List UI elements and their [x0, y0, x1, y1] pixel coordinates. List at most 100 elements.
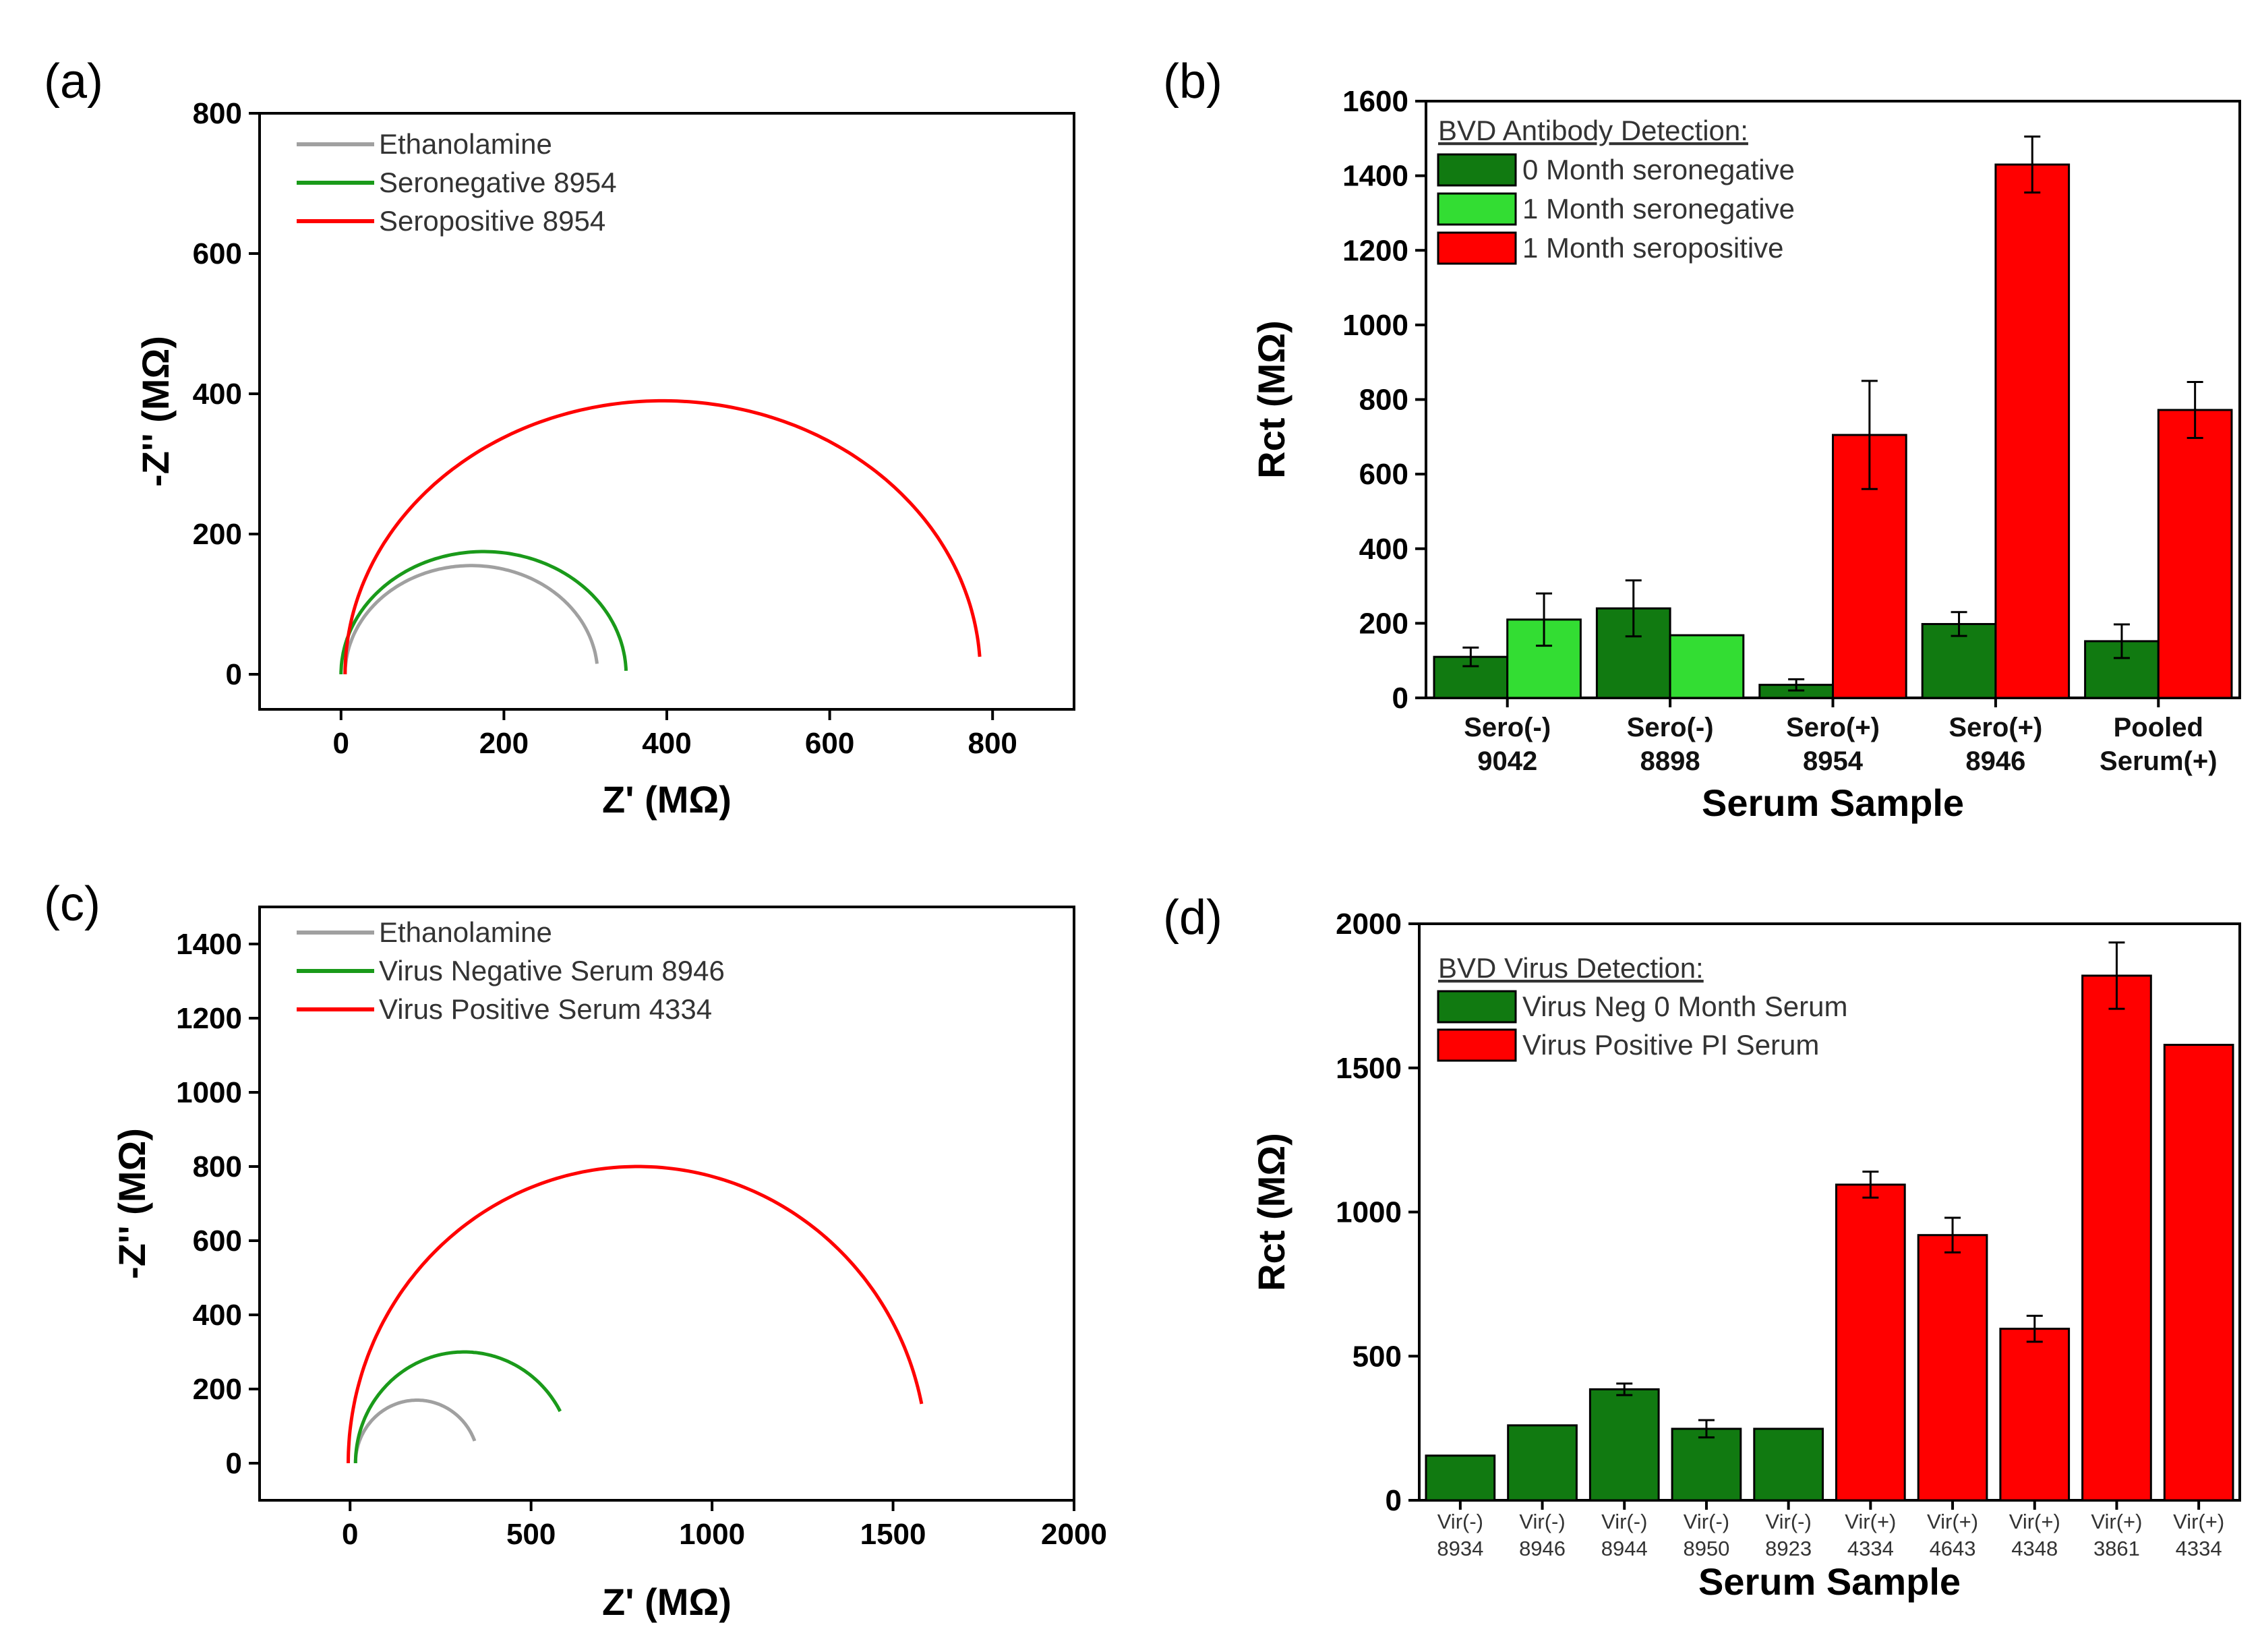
a-series-line-2: [339, 550, 628, 674]
c-series-line-2: [353, 1350, 562, 1463]
b-category-label: Serum(+): [2100, 746, 2218, 776]
d-bar-10: [2163, 1044, 2234, 1502]
c-y-axis-title: -Z'' (MΩ): [111, 1128, 153, 1279]
c-x-axis-title: Z' (MΩ): [602, 1581, 732, 1623]
d-bar-8: [1999, 1328, 2071, 1502]
a-x-axis-title: Z' (MΩ): [602, 778, 732, 821]
d-category-label: Vir(+): [1927, 1510, 1978, 1533]
b-legend-title: BVD Antibody Detection:: [1438, 115, 1748, 146]
c-y-tick-label: 0: [226, 1447, 242, 1480]
d-category-label: Vir(+): [2009, 1510, 2060, 1533]
b-y-tick-label: 0: [1392, 682, 1408, 715]
a-legend-label-2: Seronegative 8954: [379, 167, 617, 198]
panel-label-a: (a): [44, 55, 103, 109]
a-x-tick-label: 800: [968, 727, 1017, 760]
d-category-label: Vir(-): [1519, 1510, 1565, 1533]
b-y-tick-label: 800: [1359, 384, 1408, 417]
b-y-axis-title: Rct (MΩ): [1250, 320, 1292, 479]
b-category-label: 9042: [1477, 746, 1537, 776]
c-plot-frame: [258, 906, 1075, 1502]
d-category-label: Vir(-): [1437, 1510, 1483, 1533]
a-plot-frame: [258, 112, 1075, 711]
d-category-label: Vir(+): [2091, 1510, 2142, 1533]
b-legend-swatch-3: [1437, 231, 1517, 265]
a-legend-label-1: Ethanolamine: [379, 128, 552, 160]
c-y-tick-label: 1200: [176, 1002, 242, 1035]
d-y-tick-label: 0: [1386, 1484, 1402, 1517]
c-x-tick-label: 2000: [1041, 1518, 1107, 1551]
panel-a: (a) 0 200 400 600 800 0 200 400 600 800 Z' (MΩ) -Z''…: [44, 55, 1075, 821]
b-category-label: Pooled: [2114, 713, 2203, 742]
d-category-label: Vir(+): [1845, 1510, 1896, 1533]
c-y-tick-label: 1000: [176, 1076, 242, 1109]
c-y-tick-label: 1400: [176, 928, 242, 961]
d-legend-title: BVD Virus Detection:: [1438, 952, 1704, 984]
b-bar-4: [1669, 634, 1745, 699]
d-bar-7: [1917, 1234, 1988, 1502]
a-x-tick-label: 600: [805, 727, 854, 760]
c-x-tick-label: 500: [506, 1518, 556, 1551]
d-category-label: 3861: [2093, 1537, 2140, 1560]
b-y-tick-label: 200: [1359, 607, 1408, 640]
panel-label-c: (c): [44, 877, 100, 931]
b-bar-8: [1994, 163, 2071, 699]
d-legend-label-1: Virus Neg 0 Month Serum: [1522, 991, 1847, 1022]
panel-d: (d) 0 500 1000 1500 2000 Vir(-) 8934 Vir(-) 8946 V…: [1163, 891, 2241, 1603]
d-legend-swatch-1: [1437, 990, 1517, 1024]
d-category-label: 8934: [1437, 1537, 1483, 1560]
c-series-line-3: [347, 1164, 924, 1464]
d-bar-9: [2081, 974, 2152, 1502]
a-series-line-1: [343, 564, 599, 675]
a-y-tick-label: 0: [226, 658, 242, 691]
d-category-label: 8950: [1683, 1537, 1729, 1560]
d-bar-4: [1671, 1427, 1742, 1502]
c-x-tick-label: 1000: [679, 1518, 745, 1551]
d-bar-5: [1753, 1427, 1824, 1502]
b-category-label: 8954: [1803, 746, 1864, 776]
d-category-label: 8946: [1519, 1537, 1566, 1560]
c-x-tick-label: 1500: [860, 1518, 926, 1551]
d-bar-2: [1507, 1424, 1578, 1502]
b-legend-swatch-1: [1437, 153, 1517, 187]
b-legend-swatch-2: [1437, 192, 1517, 226]
panel-c: (c) 0 200 400 600 800 1000 1200 1400 0 500 1000 1500…: [44, 877, 1107, 1623]
b-y-tick-label: 1000: [1342, 309, 1408, 342]
panel-label-b: (b): [1163, 55, 1222, 109]
a-y-tick-label: 800: [193, 97, 242, 130]
b-category-label: Sero(+): [1786, 713, 1880, 742]
b-bar-2: [1506, 618, 1582, 699]
a-y-tick-label: 600: [193, 237, 242, 270]
d-bar-3: [1588, 1388, 1660, 1502]
d-category-label: Vir(-): [1601, 1510, 1647, 1533]
d-category-label: Vir(-): [1766, 1510, 1812, 1533]
a-y-tick-label: 200: [193, 518, 242, 551]
b-y-tick-label: 1200: [1342, 234, 1408, 267]
b-bar-10: [2157, 409, 2233, 699]
d-y-tick-label: 1000: [1336, 1196, 1402, 1229]
a-y-tick-label: 400: [193, 378, 242, 411]
c-y-tick-label: 800: [193, 1150, 242, 1183]
b-legend-label-3: 1 Month seropositive: [1522, 232, 1784, 264]
b-category-label: 8946: [1965, 746, 2025, 776]
d-category-label: Vir(+): [2173, 1510, 2224, 1533]
b-x-axis-title: Serum Sample: [1702, 781, 1964, 824]
panel-label-d: (d): [1163, 891, 1222, 945]
d-legend-swatch-2: [1437, 1028, 1517, 1062]
d-y-axis-title: Rct (MΩ): [1250, 1133, 1292, 1291]
a-x-tick-label: 400: [642, 727, 691, 760]
d-category-label: 4334: [2176, 1537, 2222, 1560]
d-category-label: 8944: [1601, 1537, 1648, 1560]
b-y-tick-label: 1400: [1342, 160, 1408, 193]
c-y-tick-label: 600: [193, 1225, 242, 1258]
a-x-tick-label: 0: [333, 727, 349, 760]
c-legend-label-3: Virus Positive Serum 4334: [379, 993, 712, 1025]
b-y-tick-label: 400: [1359, 533, 1408, 566]
a-y-axis-title: -Z'' (MΩ): [134, 336, 177, 487]
d-category-label: 4334: [1847, 1537, 1894, 1560]
d-bar-1: [1425, 1454, 1496, 1502]
b-y-tick-label: 1600: [1342, 85, 1408, 118]
a-series-line-3: [343, 399, 982, 675]
d-y-tick-label: 500: [1352, 1340, 1402, 1373]
b-legend-label-1: 0 Month seronegative: [1522, 154, 1795, 185]
